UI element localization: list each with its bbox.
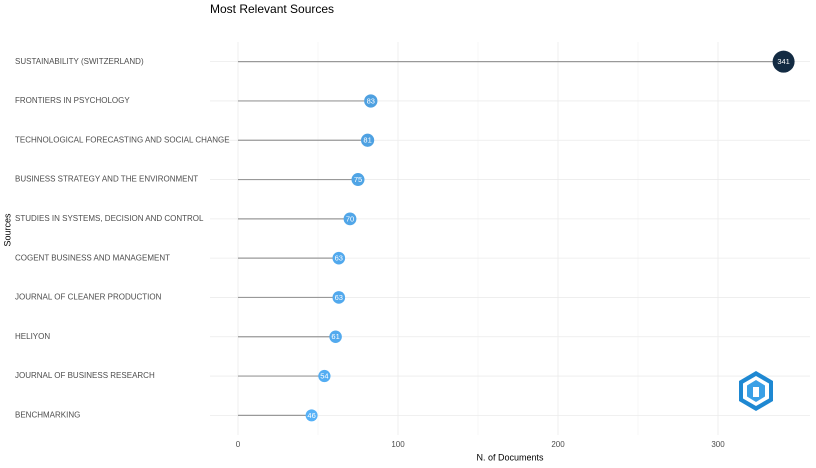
point [772, 50, 795, 73]
y-tick-label: HELIYON [15, 332, 50, 341]
x-tick-label: 100 [391, 440, 405, 449]
point [361, 133, 375, 147]
value-label: 75 [354, 175, 362, 184]
value-label: 63 [335, 254, 343, 263]
x-tick-label: 0 [236, 440, 241, 449]
point [343, 212, 357, 226]
y-tick-label: FRONTIERS IN PSYCHOLOGY [15, 96, 130, 105]
point [332, 251, 346, 265]
y-tick-label: BUSINESS STRATEGY AND THE ENVIRONMENT [15, 175, 198, 184]
value-label: 46 [307, 411, 315, 420]
y-tick-label: TECHNOLOGICAL FORECASTING AND SOCIAL CHA… [15, 135, 230, 144]
value-label: 81 [363, 136, 371, 145]
y-tick-label: JOURNAL OF BUSINESS RESEARCH [15, 371, 155, 380]
chart-title: Most Relevant Sources [210, 2, 334, 16]
x-tick-label: 200 [551, 440, 565, 449]
value-label: 61 [331, 332, 339, 341]
y-tick-label: STUDIES IN SYSTEMS, DECISION AND CONTROL [15, 214, 204, 223]
point [318, 369, 331, 383]
y-axis-title: Sources [2, 213, 12, 247]
x-axis-title: N. of Documents [476, 452, 544, 462]
value-label: 54 [320, 372, 328, 381]
value-label: 83 [367, 96, 375, 105]
point [329, 330, 342, 344]
logo [739, 371, 773, 411]
y-tick-label: JOURNAL OF CLEANER PRODUCTION [15, 293, 162, 302]
value-label: 63 [335, 293, 343, 302]
value-label: 70 [346, 214, 354, 223]
point [305, 409, 318, 422]
x-tick-label: 300 [711, 440, 725, 449]
point [332, 291, 346, 304]
point [351, 173, 365, 187]
value-label: 341 [777, 57, 790, 66]
y-tick-label: COGENT BUSINESS AND MANAGEMENT [15, 253, 170, 262]
y-tick-label: BENCHMARKING [15, 410, 80, 419]
point [364, 94, 378, 108]
y-tick-label: SUSTAINABILITY (SWITZERLAND) [15, 57, 144, 66]
